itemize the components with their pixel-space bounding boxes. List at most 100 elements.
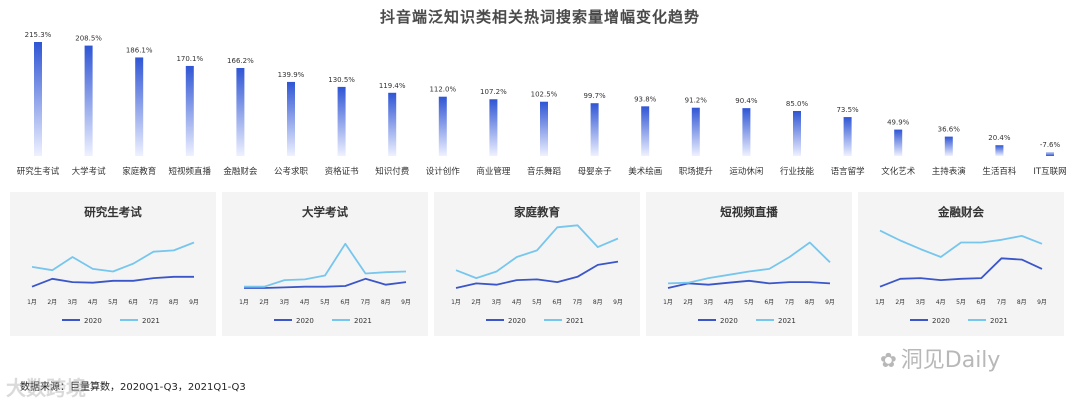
bar-value-label: 186.1% [126, 46, 153, 54]
bar-21 [1046, 152, 1054, 156]
legend-label: 2020 [84, 317, 102, 325]
x-tick-label: 3月 [704, 299, 714, 306]
bar-value-label: 208.5% [75, 35, 102, 43]
bar-category-label: 知识付费 [375, 166, 410, 177]
bar-category-label: 美术绘画 [628, 166, 662, 177]
bar-category-label: 主持表演 [932, 166, 967, 177]
bar-category-label: 家庭教育 [122, 166, 156, 177]
bar-category-label: 音乐舞蹈 [527, 166, 561, 177]
bar-category-label: 语言留学 [831, 166, 866, 177]
bar-1 [34, 42, 42, 156]
bar-8 [388, 92, 397, 156]
bar-7 [337, 86, 346, 156]
data-source: 数据来源：巨量算数，2020Q1-Q3，2021Q1-Q3 [20, 382, 246, 393]
x-tick-label: 3月 [916, 299, 926, 306]
legend-label: 2020 [720, 317, 738, 325]
bar-value-label: 112.0% [429, 86, 456, 94]
line-panel-3: 家庭教育 1月 2月 3月 4月 5月 6月 7月 8月 9月 2020 2021 [434, 192, 640, 336]
bar-category-label: 商业管理 [476, 166, 511, 177]
bar-value-label: 215.3% [25, 31, 52, 39]
bar-3 [135, 57, 144, 157]
legend-label: 2020 [932, 317, 950, 325]
x-tick-label: 6月 [976, 299, 986, 306]
bar-category-label: 短视频直播 [169, 166, 212, 177]
bar-value-label: 102.5% [531, 91, 558, 99]
x-tick-label: 7月 [361, 299, 371, 306]
bar-18 [894, 129, 903, 156]
bar-value-label: 93.8% [634, 95, 657, 103]
x-tick-label: 6月 [128, 299, 138, 306]
x-tick-label: 9月 [825, 299, 835, 306]
x-tick-label: 5月 [108, 299, 118, 306]
bar-value-label: 170.1% [176, 55, 203, 63]
watermark-brand: ✿ 洞见Daily [880, 342, 1000, 374]
bar-value-label: 49.9% [887, 119, 910, 127]
bar-category-label: 生活百科 [982, 166, 1017, 177]
bar-value-label: 20.4% [988, 134, 1011, 142]
series-line-2021 [244, 242, 407, 288]
x-tick-label: 5月 [532, 299, 542, 306]
bar-category-label: 运动休闲 [729, 166, 763, 177]
series-line-2020 [879, 257, 1043, 288]
series-line-2021 [667, 241, 831, 285]
series-line-2021 [31, 241, 195, 273]
series-line-2020 [455, 260, 619, 289]
bar-value-label: 36.6% [938, 126, 961, 134]
bar-category-label: 大学考试 [72, 166, 107, 177]
line-panel-1: 研究生考试 1月 2月 3月 4月 5月 6月 7月 8月 9月 2020 2021 [10, 192, 216, 336]
series-line-2020 [667, 279, 831, 289]
x-tick-label: 9月 [613, 299, 623, 306]
bar-value-label: 139.9% [278, 71, 305, 79]
x-tick-label: 6月 [340, 299, 350, 306]
bar-4 [185, 65, 194, 156]
x-tick-label: 1月 [663, 299, 673, 306]
bar-5 [236, 67, 245, 156]
x-tick-label: 4月 [512, 299, 522, 306]
bar-category-label: 资格证书 [325, 166, 360, 177]
x-tick-label: 5月 [744, 299, 754, 306]
bar-value-label: 107.2% [480, 88, 507, 96]
line-chart-title: 研究生考试 [84, 205, 142, 219]
x-tick-label: 1月 [451, 299, 461, 306]
legend-label: 2021 [566, 317, 584, 325]
bar-19 [944, 136, 953, 156]
bar-20 [995, 145, 1004, 156]
bar-category-label: 研究生考试 [17, 166, 60, 177]
line-chart-title: 短视频直播 [720, 205, 778, 219]
x-tick-label: 9月 [189, 299, 199, 306]
x-tick-label: 4月 [936, 299, 946, 306]
bar-category-label: 公考求职 [274, 166, 309, 177]
series-line-2020 [244, 277, 407, 289]
x-tick-label: 8月 [381, 299, 391, 306]
bar-category-label: 行业技能 [780, 166, 815, 177]
legend-label: 2021 [990, 317, 1008, 325]
legend-label: 2021 [778, 317, 796, 325]
x-tick-label: 9月 [401, 299, 411, 306]
legend-label: 2020 [508, 317, 526, 325]
wechat-icon: ✿ [880, 348, 897, 372]
x-tick-label: 3月 [68, 299, 78, 306]
bar-14 [691, 107, 700, 156]
chart-title: 抖音端泛知识类相关热词搜索量增幅变化趋势 [379, 8, 700, 26]
x-tick-label: 4月 [300, 299, 310, 306]
bar-value-label: 99.7% [583, 92, 606, 100]
line-panel-2: 大学考试 1月 2月 3月 4月 5月 6月 7月 8月 9月 2020 2021 [222, 192, 428, 336]
x-tick-label: 2月 [683, 299, 693, 306]
bar-value-label: -7.6% [1040, 141, 1061, 149]
x-tick-label: 9月 [1037, 299, 1047, 306]
line-chart-title: 金融财会 [937, 205, 984, 219]
x-tick-label: 8月 [1017, 299, 1027, 306]
bar-category-label: 金融财会 [223, 166, 258, 177]
bar-category-label: 文化艺术 [881, 166, 916, 177]
x-tick-label: 7月 [573, 299, 583, 306]
x-tick-label: 7月 [785, 299, 795, 306]
x-tick-label: 8月 [593, 299, 603, 306]
bar-11 [540, 101, 548, 156]
bar-value-label: 90.4% [735, 97, 758, 105]
bar-15 [742, 108, 751, 156]
x-tick-label: 1月 [875, 299, 885, 306]
line-panel-5: 金融财会 1月 2月 3月 4月 5月 6月 7月 8月 9月 2020 2021 [858, 192, 1064, 336]
bar-value-label: 85.0% [786, 100, 809, 108]
watermark-left: 大数跨境 [6, 376, 86, 400]
x-tick-label: 2月 [259, 299, 269, 306]
